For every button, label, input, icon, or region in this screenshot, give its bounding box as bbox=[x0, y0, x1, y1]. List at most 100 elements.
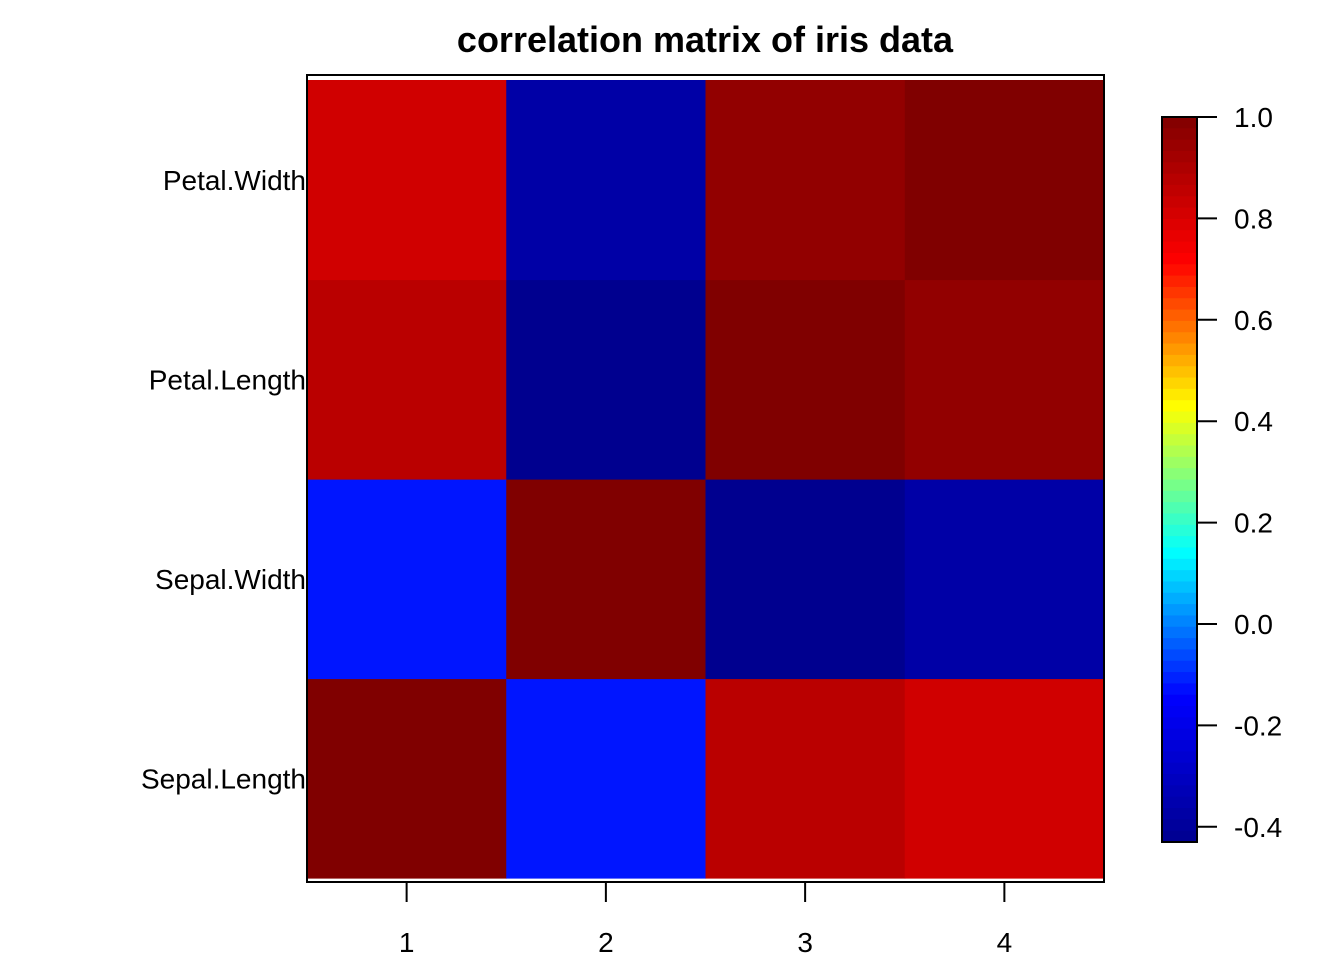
colorbar-segment bbox=[1162, 615, 1197, 628]
colorbar-segment bbox=[1162, 785, 1197, 798]
colorbar-segment bbox=[1162, 536, 1197, 549]
colorbar-segment bbox=[1162, 796, 1197, 809]
x-tick-label: 4 bbox=[997, 927, 1013, 958]
heatmap-cell-4-4 bbox=[904, 80, 1105, 281]
colorbar-segment bbox=[1162, 411, 1197, 424]
heatmap-cells bbox=[307, 80, 1105, 879]
colorbar-segment bbox=[1162, 207, 1197, 220]
chart-title: correlation matrix of iris data bbox=[457, 19, 954, 60]
colorbar-segment bbox=[1162, 241, 1197, 254]
colorbar-segment bbox=[1162, 558, 1197, 571]
colorbar-segment bbox=[1162, 230, 1197, 243]
colorbar-segment bbox=[1162, 638, 1197, 651]
colorbar-segment bbox=[1162, 275, 1197, 288]
colorbar-segment bbox=[1162, 513, 1197, 526]
colorbar-segment bbox=[1162, 422, 1197, 435]
colorbar-segment bbox=[1162, 309, 1197, 322]
heatmap-cell-4-3 bbox=[705, 80, 906, 281]
x-tick-label: 2 bbox=[598, 927, 614, 958]
colorbar-segment bbox=[1162, 434, 1197, 447]
colorbar-segment bbox=[1162, 479, 1197, 492]
colorbar-segment bbox=[1162, 570, 1197, 583]
colorbar-segment bbox=[1162, 264, 1197, 277]
y-tick-label: Petal.Length bbox=[149, 364, 306, 395]
heatmap-cell-3-2 bbox=[506, 279, 707, 480]
colorbar-segment bbox=[1162, 139, 1197, 152]
colorbar-segment bbox=[1162, 830, 1197, 843]
colorbar-segment bbox=[1162, 717, 1197, 730]
colorbar-segment bbox=[1162, 524, 1197, 537]
y-tick-label: Sepal.Width bbox=[155, 564, 306, 595]
heatmap-cell-1-4 bbox=[904, 678, 1105, 879]
y-axis: Sepal.Length Sepal.Width Petal.Length Petal… bbox=[141, 165, 306, 795]
colorbar-tick-label: -0.2 bbox=[1234, 710, 1282, 741]
colorbar-segment bbox=[1162, 683, 1197, 696]
heatmap-cell-2-2 bbox=[506, 479, 707, 680]
heatmap-cell-4-2 bbox=[506, 80, 707, 281]
colorbar-tick-label: 0.4 bbox=[1234, 406, 1273, 437]
colorbar-segment bbox=[1162, 547, 1197, 560]
colorbar-segment bbox=[1162, 298, 1197, 311]
heatmap-cell-2-4 bbox=[904, 479, 1105, 680]
colorbar-segment bbox=[1162, 252, 1197, 265]
colorbar-segment bbox=[1162, 502, 1197, 515]
colorbar-segment bbox=[1162, 332, 1197, 345]
x-tick-label: 1 bbox=[399, 927, 415, 958]
colorbar-segment bbox=[1162, 184, 1197, 197]
colorbar-segment bbox=[1162, 672, 1197, 685]
colorbar-segment bbox=[1162, 128, 1197, 141]
colorbar-tick-label: -0.4 bbox=[1234, 812, 1282, 843]
heatmap-cell-4-1 bbox=[307, 80, 507, 281]
colorbar-segment bbox=[1162, 117, 1197, 129]
heatmap-cell-2-3 bbox=[705, 479, 906, 680]
colorbar-segment bbox=[1162, 400, 1197, 413]
colorbar-tick-label: 0.8 bbox=[1234, 203, 1273, 234]
colorbar-tick-label: 0.2 bbox=[1234, 508, 1273, 539]
colorbar-segment bbox=[1162, 660, 1197, 673]
colorbar-segment bbox=[1162, 162, 1197, 175]
colorbar-segment bbox=[1162, 366, 1197, 379]
colorbar-segment bbox=[1162, 196, 1197, 209]
colorbar-segment bbox=[1162, 751, 1197, 764]
colorbar-segment bbox=[1162, 173, 1197, 186]
heatmap-cell-3-4 bbox=[904, 279, 1105, 480]
colorbar-segment bbox=[1162, 706, 1197, 718]
colorbar-tick-label: 1.0 bbox=[1234, 102, 1273, 133]
colorbar-segment bbox=[1162, 740, 1197, 752]
heatmap-cell-1-2 bbox=[506, 678, 707, 879]
colorbar-tick-label: 0.0 bbox=[1234, 609, 1273, 640]
heatmap-cell-3-1 bbox=[307, 279, 507, 480]
colorbar-segment bbox=[1162, 377, 1197, 390]
colorbar-segment bbox=[1162, 388, 1197, 401]
colorbar-segment bbox=[1162, 286, 1197, 299]
colorbar-segment bbox=[1162, 808, 1197, 820]
colorbar-segment bbox=[1162, 604, 1197, 617]
heatmap-cell-2-1 bbox=[307, 479, 507, 680]
colorbar-segment bbox=[1162, 468, 1197, 481]
heatmap-cell-3-3 bbox=[705, 279, 906, 480]
colorbar-segment bbox=[1162, 626, 1197, 639]
colorbar-segment bbox=[1162, 343, 1197, 356]
colorbar-segment bbox=[1162, 218, 1197, 231]
colorbar-segment bbox=[1162, 490, 1197, 503]
colorbar-segment bbox=[1162, 581, 1197, 594]
heatmap-cell-1-3 bbox=[705, 678, 906, 879]
x-tick-label: 3 bbox=[797, 927, 813, 958]
colorbar-segment bbox=[1162, 649, 1197, 662]
colorbar-segment bbox=[1162, 694, 1197, 707]
colorbar-segment bbox=[1162, 456, 1197, 469]
colorbar-segment bbox=[1162, 592, 1197, 605]
colorbar-segment bbox=[1162, 762, 1197, 775]
y-tick-label: Petal.Width bbox=[163, 165, 306, 196]
colorbar-segment bbox=[1162, 150, 1197, 163]
colorbar-segment bbox=[1162, 728, 1197, 741]
colorbar-segment bbox=[1162, 819, 1197, 832]
colorbar-tick-label: 0.6 bbox=[1234, 305, 1273, 336]
colorbar-segment bbox=[1162, 320, 1197, 333]
colorbar-legend: 1.0 0.8 0.6 0.4 0.2 0.0 -0.2 -0.4 bbox=[1161, 102, 1282, 843]
colorbar-segment bbox=[1162, 354, 1197, 367]
x-axis: 1 2 3 4 bbox=[399, 881, 1013, 958]
heatmap-cell-1-1 bbox=[307, 678, 507, 879]
colorbar-frame bbox=[1161, 116, 1198, 843]
